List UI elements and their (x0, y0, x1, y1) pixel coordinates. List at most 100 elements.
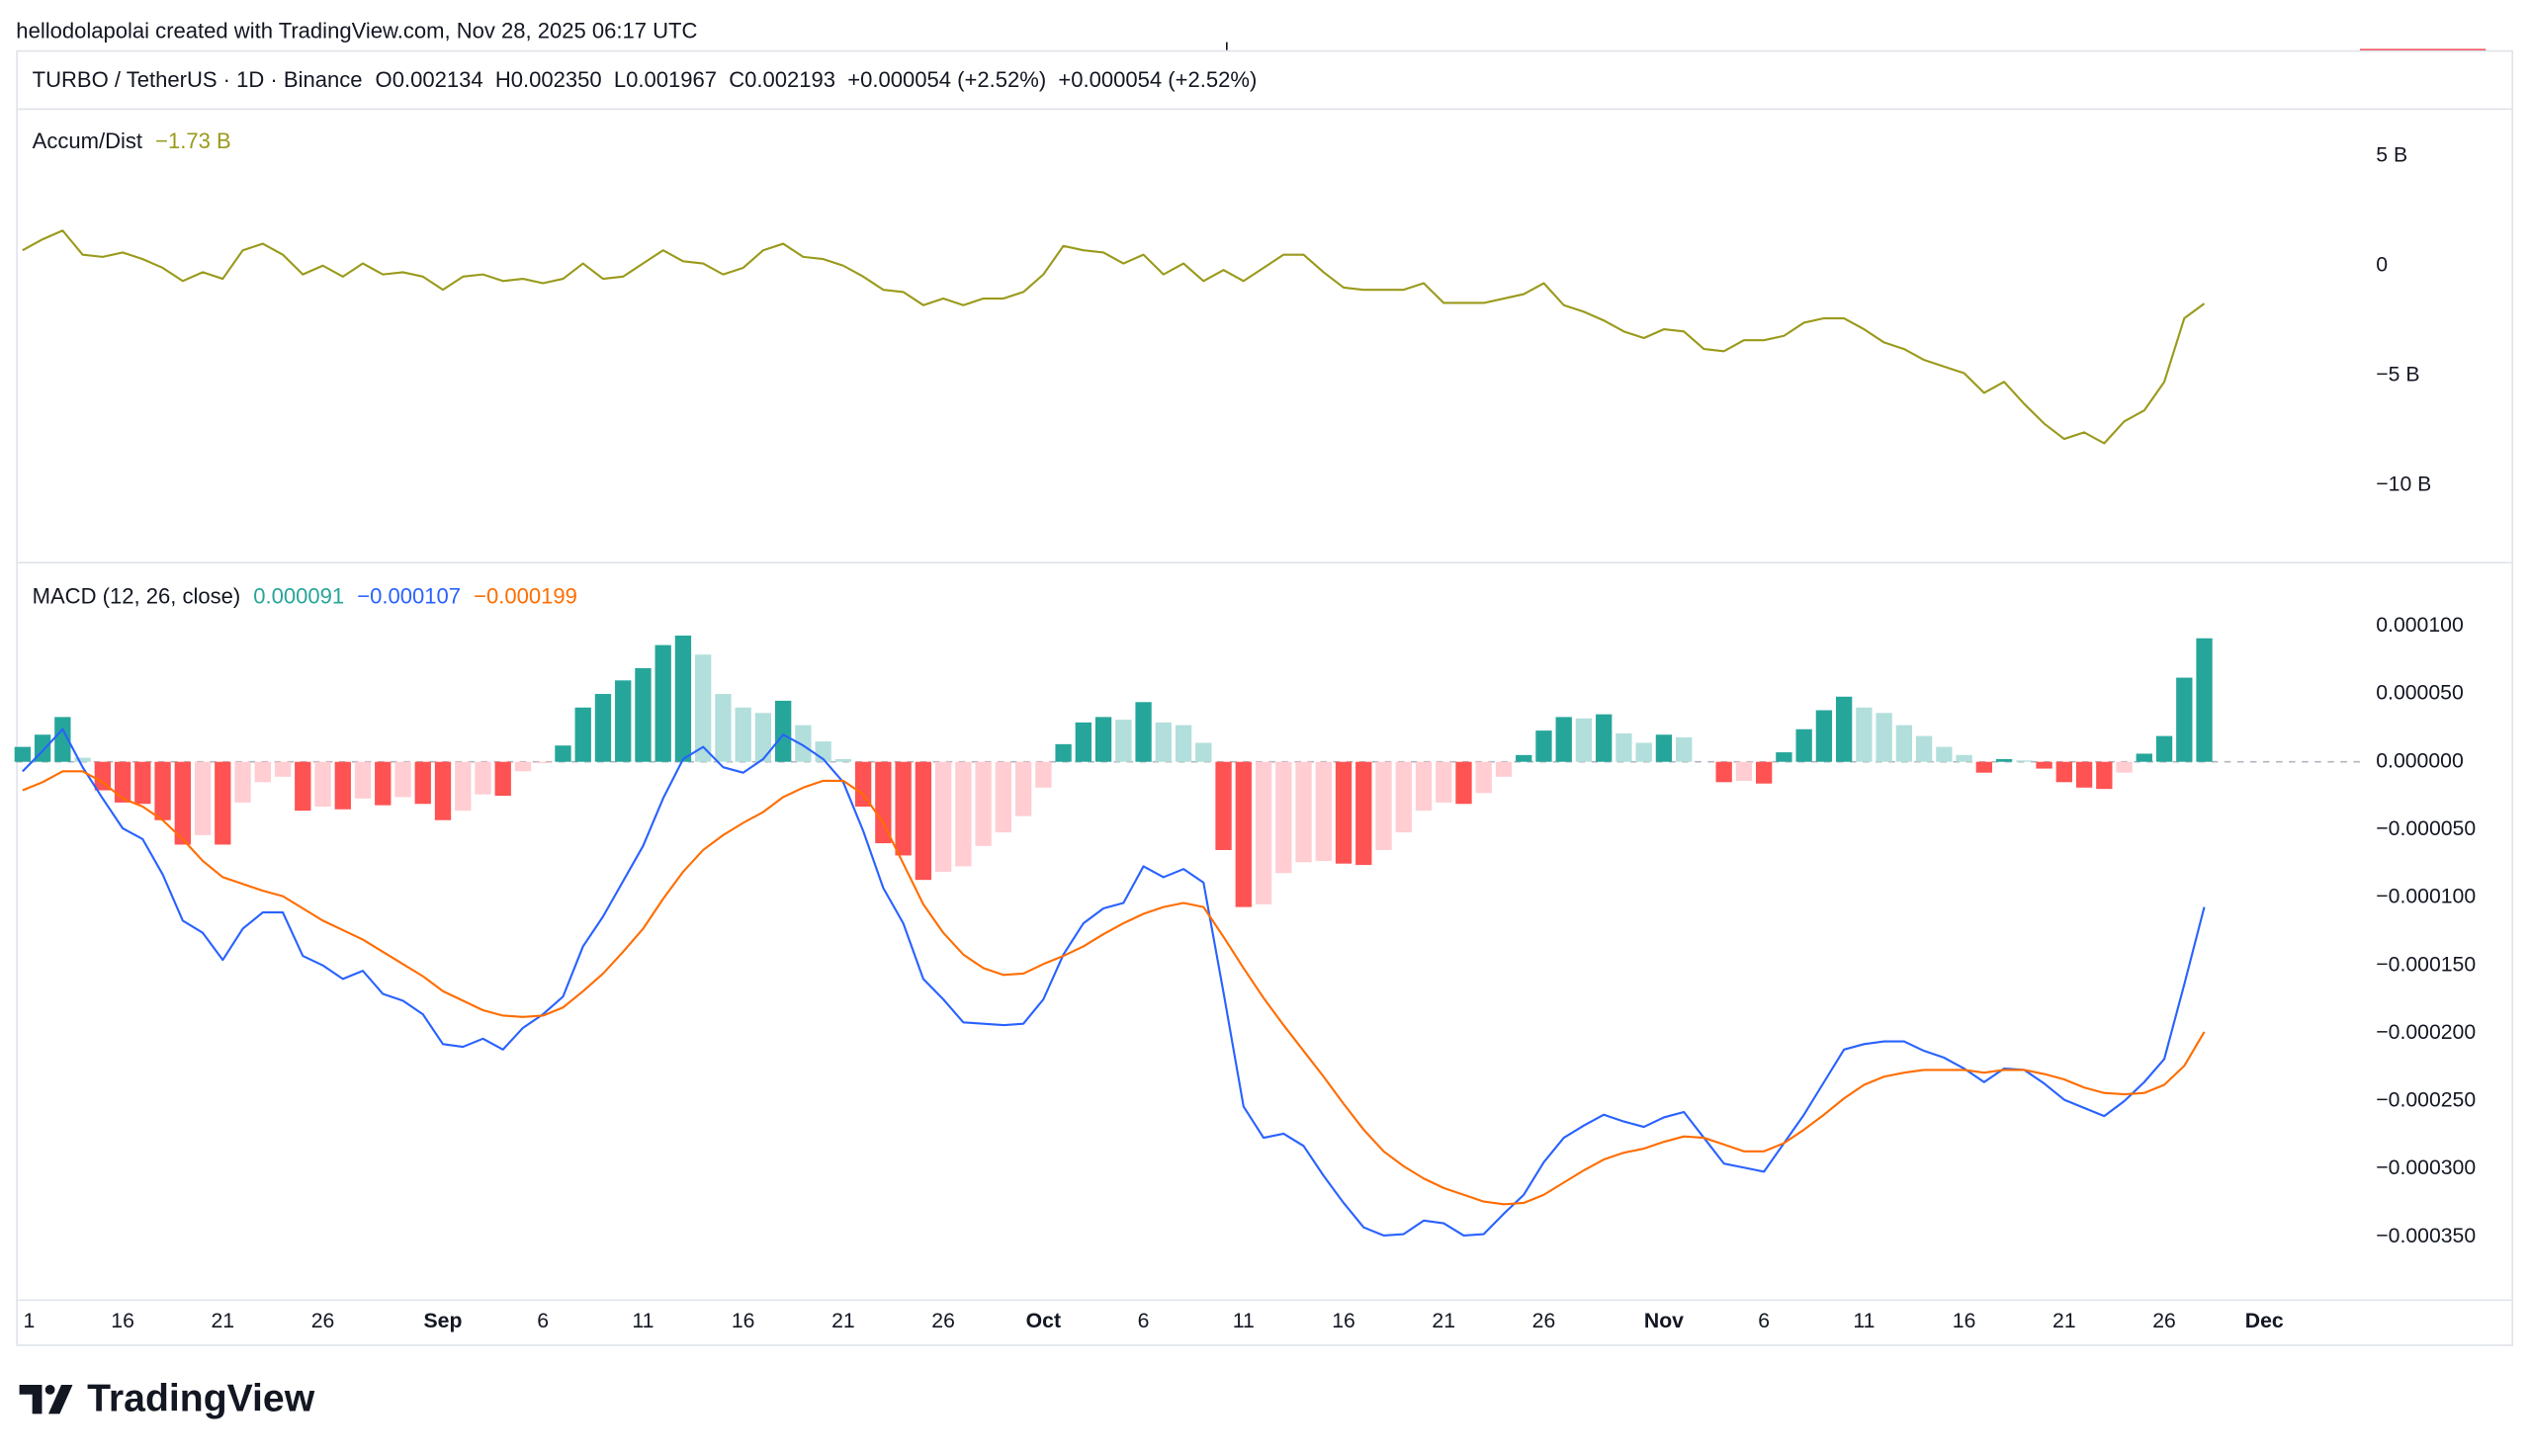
histogram-bar (1395, 761, 1412, 833)
histogram-bar (354, 761, 372, 799)
histogram-bar (655, 644, 671, 762)
signal-line (22, 770, 2206, 1206)
histogram-bar (775, 700, 792, 762)
histogram-bar (375, 761, 392, 806)
histogram-bar (1055, 743, 1072, 762)
x-tick-label: 6 (537, 1310, 549, 1332)
histogram-bar (1355, 761, 1372, 866)
x-tick-label: 16 (1953, 1310, 1976, 1332)
x-tick-label: 21 (2052, 1310, 2076, 1332)
histogram-bar (1235, 761, 1252, 907)
y-tick-label: −0.000100 (2376, 886, 2476, 908)
ad-legend: Accum/Dist −1.73 B (33, 128, 231, 153)
y-tick-label: −0.000050 (2376, 817, 2476, 840)
frame (16, 49, 2514, 1346)
histogram-bar (254, 761, 271, 783)
quote: O0.002134 H0.002350 L0.001967 C0.002193 … (376, 67, 1258, 92)
histogram-bar (795, 725, 812, 762)
symbol: TURBO / TetherUS · 1D · Binance (33, 67, 363, 92)
histogram-bar (295, 761, 311, 812)
signal-value: −0.000199 (474, 583, 577, 608)
histogram-bar (555, 745, 571, 762)
x-tick-label: 6 (1758, 1310, 1770, 1332)
histogram-bar (94, 761, 111, 791)
y-tick-label: −5 B (2376, 363, 2419, 385)
histogram-bar (2176, 677, 2193, 762)
histogram-bar (2155, 735, 2173, 762)
x-tick-label: 11 (1233, 1310, 1255, 1332)
histogram-bar (1535, 730, 1552, 762)
histogram-bar (14, 746, 32, 762)
histogram-bar (1315, 761, 1332, 861)
y-tick-label: 0.000100 (2376, 614, 2464, 637)
logo: TradingView (19, 1378, 315, 1420)
histogram-bar (1195, 742, 1212, 762)
y-tick-label: 5 B (2376, 143, 2407, 166)
histogram-bar (915, 761, 932, 881)
histogram-bar (1876, 713, 1892, 762)
histogram-bar (1715, 761, 1732, 783)
y-tick-label: −0.000300 (2376, 1156, 2476, 1179)
x-tick-label: 16 (111, 1310, 134, 1332)
x-tick-label: 26 (931, 1310, 955, 1332)
histogram-bar (854, 761, 872, 808)
macd-legend: MACD (12, 26, close) 0.000091 −0.000107 −0.… (33, 583, 577, 608)
histogram-bar (754, 713, 772, 762)
histogram-bar (1596, 714, 1613, 762)
x-tick-label: Oct (1026, 1310, 1061, 1332)
x-tick-label: 26 (1532, 1310, 1556, 1332)
histogram-bar (1756, 761, 1773, 784)
histogram-bar (134, 761, 151, 805)
histogram-bar (314, 761, 331, 808)
histogram-bar (1155, 722, 1172, 762)
y-tick-label: −0.000200 (2376, 1021, 2476, 1044)
histogram-bar (895, 761, 912, 856)
logo-text: TradingView (87, 1378, 315, 1420)
x-tick-label: 11 (1853, 1310, 1875, 1332)
histogram-bar (1115, 720, 1132, 762)
histogram-bar (875, 761, 892, 844)
histogram-bar (1655, 734, 1673, 762)
histogram-bar (1455, 761, 1472, 805)
histogram-bar (154, 761, 171, 820)
histogram-bar (955, 761, 972, 867)
histogram-bar (1995, 758, 2013, 762)
attribution: hellodolapolai created with TradingView.… (16, 19, 697, 43)
histogram-bar (715, 694, 732, 762)
histogram-bar (995, 761, 1012, 833)
histogram-bar (1035, 761, 1052, 788)
histogram-bar (414, 761, 431, 805)
histogram-bar (1516, 754, 1532, 762)
histogram-bar (1795, 728, 1812, 762)
x-tick-label: 11 (632, 1310, 654, 1332)
x-tick-label: 16 (732, 1310, 755, 1332)
histogram-bar (1215, 761, 1232, 850)
macd-title: MACD (12, 26, close) (33, 583, 241, 608)
histogram-bar (1295, 761, 1312, 863)
histogram-bar (475, 761, 491, 795)
histogram-bar (394, 761, 411, 798)
histogram-bar (1495, 761, 1513, 777)
x-tick-label: Sep (424, 1310, 463, 1332)
histogram-bar (2016, 760, 2033, 762)
histogram-bar (54, 717, 71, 762)
histogram-bar (1815, 710, 1833, 762)
histogram-bar (975, 761, 992, 846)
histogram-bar (1895, 725, 1913, 762)
histogram-bar (2116, 761, 2133, 773)
histogram-bar (2055, 761, 2072, 783)
x-tick-label: 6 (1138, 1310, 1150, 1332)
histogram-bar (1555, 717, 1572, 762)
histogram-bar (1635, 742, 1652, 762)
x-tick-label: 26 (311, 1310, 335, 1332)
histogram-bar (615, 680, 632, 762)
x-tick-label: 26 (2152, 1310, 2176, 1332)
histogram-bar (535, 761, 552, 764)
y-tick-label: −10 B (2376, 472, 2431, 495)
histogram-bar (1835, 696, 1853, 762)
histogram-bar (1275, 761, 1292, 874)
x-tick-label: 21 (831, 1310, 855, 1332)
y-tick-label: −0.000150 (2376, 953, 2476, 976)
